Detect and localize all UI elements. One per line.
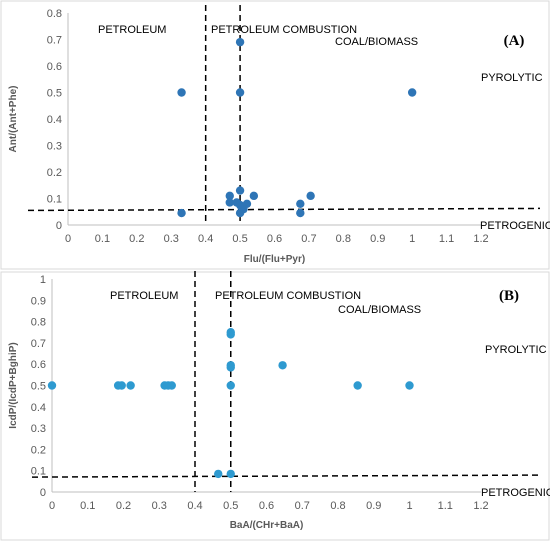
y-axis-title: IcdP/(IcdP+BghiP) — [8, 342, 19, 428]
x-tick-label: 0.8 — [336, 233, 351, 245]
x-tick-label: 0.4 — [187, 500, 202, 512]
data-point — [235, 37, 245, 47]
x-tick-label: 0.2 — [129, 233, 144, 245]
data-point — [177, 88, 186, 97]
panel-b: 0 0.1 0.2 0.3 0.4 0.5 0.6 0.7 0.8 0.9 1 1.1 1.2 0 0.1 0… — [0, 271, 550, 541]
data-point — [177, 208, 186, 218]
threshold-line-horizontal — [31, 474, 541, 478]
y-tick-label: 0.9 — [31, 295, 46, 307]
data-point — [226, 363, 235, 372]
x-tick-label: 0 — [49, 500, 55, 512]
data-point — [278, 361, 287, 370]
x-tick-label: 0.5 — [232, 233, 247, 245]
region-label: COAL/BIOMASS — [335, 36, 418, 48]
y-axis-title: Ant/(Ant+Phe) — [8, 86, 19, 153]
region-label: PYROLYTIC — [481, 72, 543, 84]
x-tick-label: 0.9 — [366, 500, 381, 512]
data-point — [242, 199, 252, 208]
x-tick-label: 0.6 — [267, 233, 282, 245]
y-tick-label: 0.5 — [47, 88, 62, 100]
region-label: PYROLYTIC — [485, 344, 547, 356]
y-tick-label: 0.5 — [31, 381, 46, 393]
data-point — [405, 381, 414, 390]
data-point — [225, 191, 234, 201]
x-tick-label: 1 — [409, 233, 415, 245]
y-tick-label: 0.3 — [47, 141, 62, 153]
x-tick-label: 0.1 — [95, 233, 110, 245]
region-label: PETROGENIC — [480, 220, 550, 232]
region-label: PETROLEUM — [98, 24, 166, 36]
x-axis-title: Flu/(Flu+Pyr) — [244, 254, 305, 265]
y-tick-label: 0.4 — [31, 402, 46, 414]
y-tick-label: 1 — [40, 274, 46, 286]
data-point — [117, 381, 126, 390]
data-point — [235, 88, 245, 97]
x-tick-label: 0.8 — [330, 500, 345, 512]
x-tick-label: 1.2 — [473, 500, 488, 512]
y-tick-label: 0.2 — [47, 167, 62, 179]
region-label: PETROLEUM COMBUSTION — [211, 24, 357, 36]
panel-frame — [0, 0, 550, 270]
y-tick-label: 0.2 — [31, 444, 46, 456]
x-tick-label: 1 — [406, 500, 412, 512]
y-tick-label: 0.3 — [31, 423, 46, 435]
panel-a: 0 0.1 0.2 0.3 0.4 0.5 0.6 0.7 0.8 0.9 1 1.1 1.2 0 0.1 0… — [0, 0, 550, 270]
panel-label: (A) — [504, 33, 525, 49]
x-tick-label: 0.7 — [301, 233, 316, 245]
data-point — [214, 469, 223, 479]
x-tick-label: 1.2 — [473, 233, 488, 245]
y-tick-label: 0.8 — [31, 317, 46, 329]
x-tick-label: 0.9 — [370, 233, 385, 245]
y-tick-label: 0.1 — [47, 194, 62, 206]
data-point — [353, 381, 362, 390]
x-tick-label: 0 — [65, 233, 71, 245]
region-label: PETROGENIC — [481, 487, 550, 499]
panel-label: (B) — [499, 288, 519, 304]
x-tick-label: 0.1 — [80, 500, 95, 512]
x-tick-label: 0.3 — [164, 233, 179, 245]
x-tick-label: 0.5 — [223, 500, 238, 512]
threshold-line-horizontal — [27, 207, 541, 212]
y-tick-label: 0.6 — [47, 61, 62, 73]
data-point — [407, 88, 417, 97]
data-point — [126, 381, 135, 390]
region-label: PETROLEUM — [110, 290, 178, 302]
x-tick-label: 0.7 — [295, 500, 310, 512]
y-tick-label: 0.4 — [47, 114, 62, 126]
data-point — [306, 191, 315, 201]
x-tick-label: 0.2 — [116, 500, 131, 512]
region-label: COAL/BIOMASS — [338, 304, 421, 316]
data-point — [249, 191, 259, 201]
region-label: PETROLEUM COMBUSTION — [215, 290, 361, 302]
panel-frame — [0, 271, 550, 541]
x-tick-label: 1.1 — [439, 233, 454, 245]
data-point — [235, 208, 245, 218]
x-tick-label: 1.1 — [438, 500, 453, 512]
x-tick-label: 0.6 — [259, 500, 274, 512]
y-tick-label: 0.7 — [31, 338, 46, 350]
y-tick-label: 0 — [56, 220, 62, 232]
data-point — [235, 186, 245, 195]
x-tick-label: 0.4 — [198, 233, 213, 245]
y-tick-label: 0.6 — [31, 359, 46, 371]
data-point — [296, 208, 305, 218]
data-point — [47, 381, 57, 390]
data-point — [225, 198, 234, 207]
data-point — [296, 199, 305, 208]
x-axis-title: BaA/(CHr+BaA) — [230, 520, 304, 531]
data-point — [226, 381, 235, 390]
data-point — [167, 381, 176, 390]
data-point — [226, 469, 235, 479]
y-tick-label: 0.1 — [31, 466, 46, 478]
x-tick-label: 0.3 — [152, 500, 167, 512]
y-tick-label: 0 — [40, 487, 46, 499]
y-tick-label: 0.7 — [47, 35, 62, 47]
data-point — [226, 330, 235, 339]
y-tick-label: 0.8 — [47, 8, 62, 20]
